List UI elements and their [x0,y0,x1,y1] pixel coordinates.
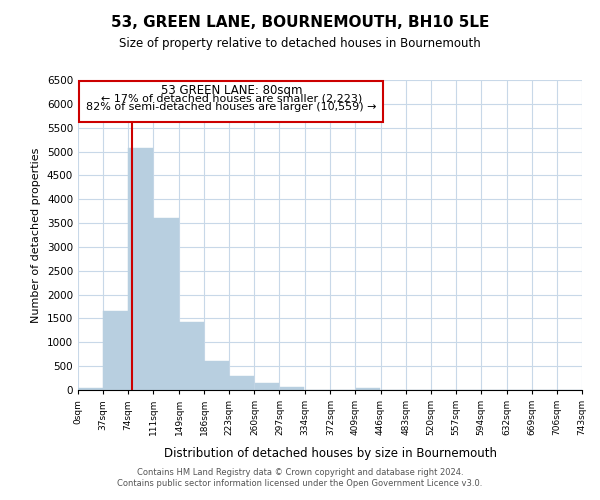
X-axis label: Distribution of detached houses by size in Bournemouth: Distribution of detached houses by size … [163,446,497,460]
Text: 53 GREEN LANE: 80sqm: 53 GREEN LANE: 80sqm [161,84,302,97]
Text: Size of property relative to detached houses in Bournemouth: Size of property relative to detached ho… [119,38,481,51]
Text: ← 17% of detached houses are smaller (2,223): ← 17% of detached houses are smaller (2,… [101,94,362,104]
Text: Contains HM Land Registry data © Crown copyright and database right 2024.
Contai: Contains HM Land Registry data © Crown c… [118,468,482,487]
Y-axis label: Number of detached properties: Number of detached properties [31,148,41,322]
Bar [356,388,380,390]
Bar [103,312,128,390]
Bar [154,218,179,390]
Text: 82% of semi-detached houses are larger (10,559) →: 82% of semi-detached houses are larger (… [86,102,377,112]
Bar [128,148,153,390]
FancyBboxPatch shape [79,82,383,122]
Bar [229,376,254,390]
Bar [78,388,103,390]
Text: 53, GREEN LANE, BOURNEMOUTH, BH10 5LE: 53, GREEN LANE, BOURNEMOUTH, BH10 5LE [111,15,489,30]
Bar [205,361,229,390]
Bar [254,383,279,390]
Bar [179,322,204,390]
Bar [280,387,304,390]
